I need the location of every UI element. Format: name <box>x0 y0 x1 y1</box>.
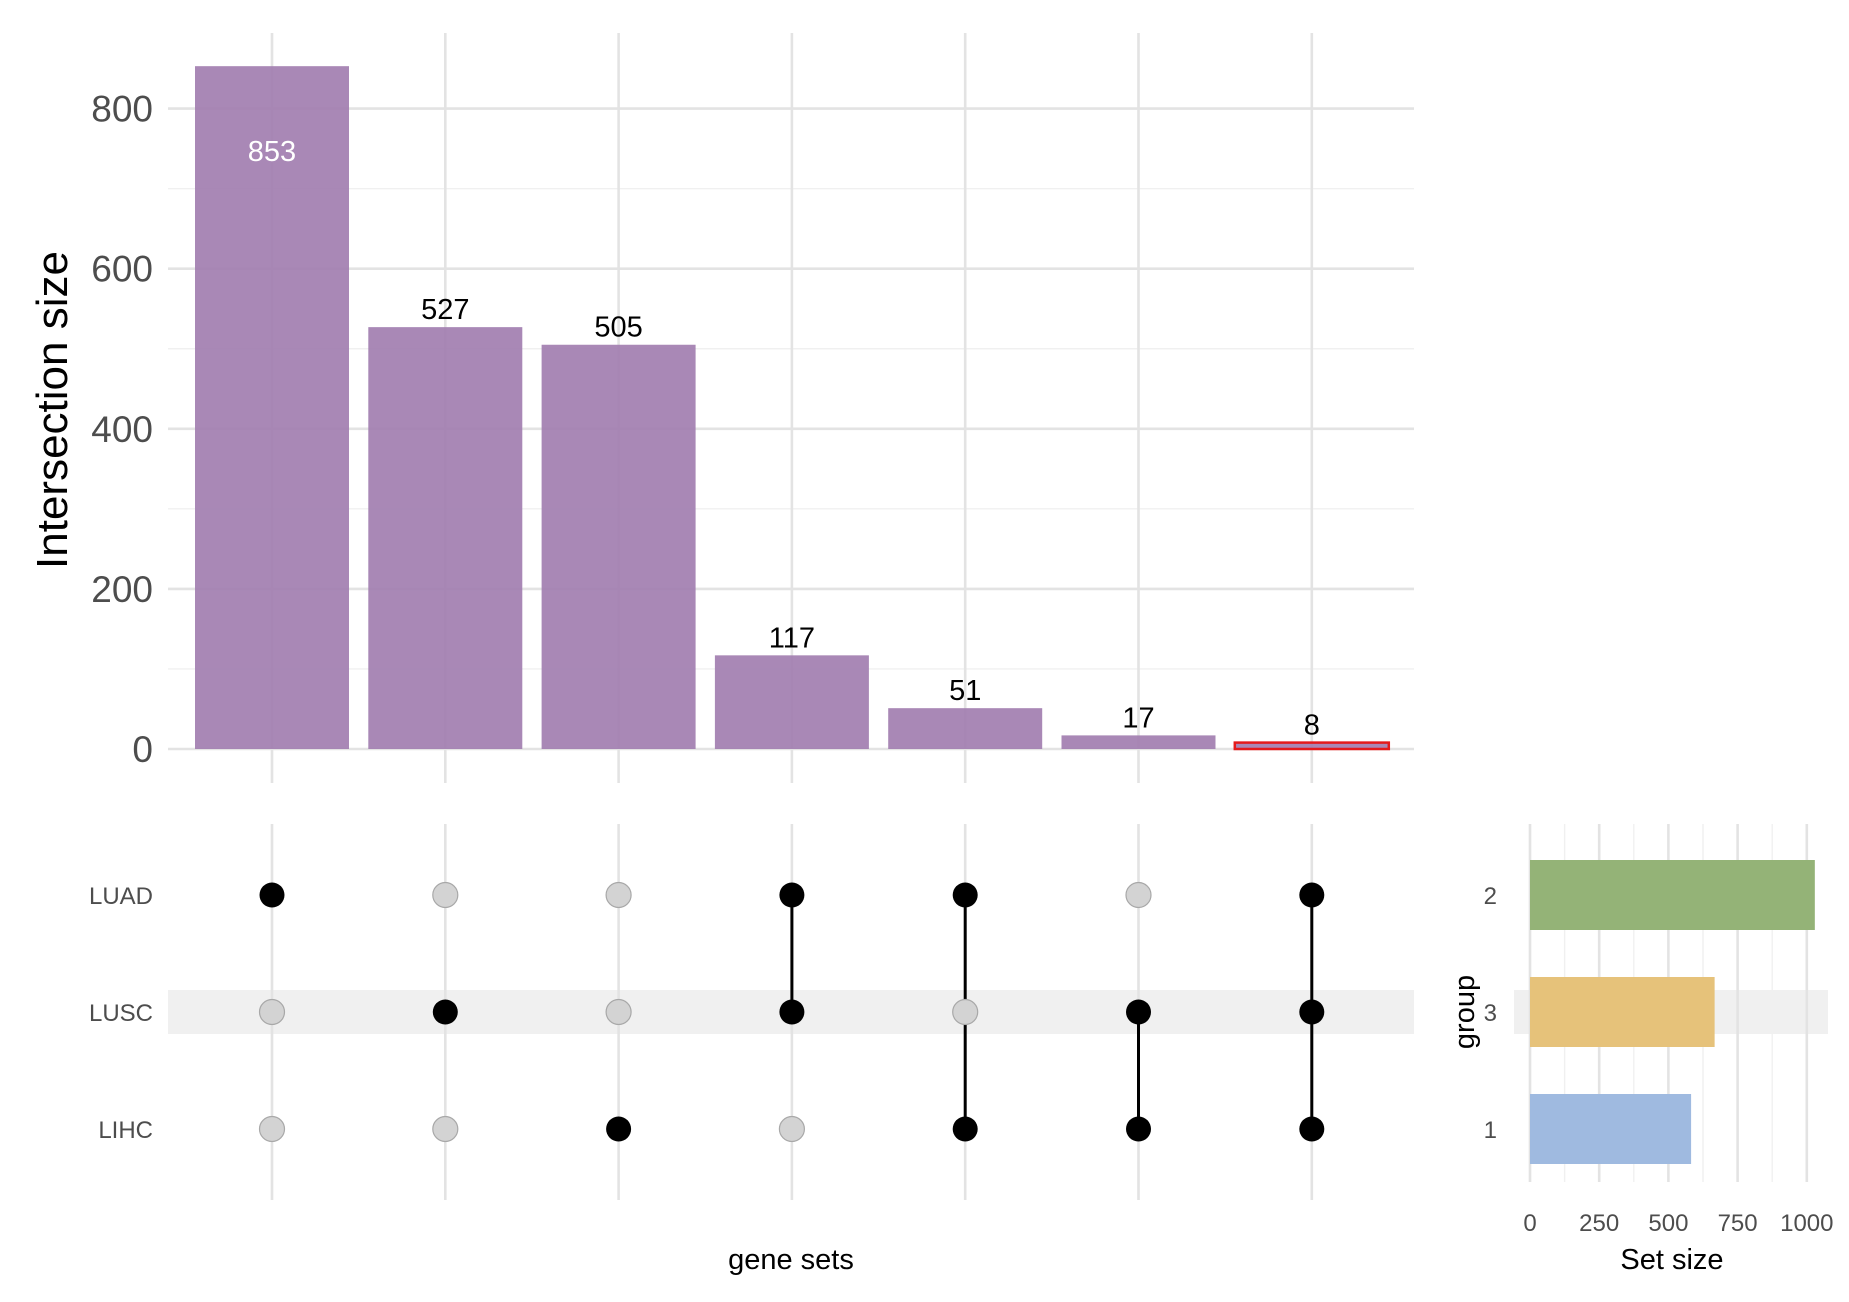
intersection-bars <box>195 66 1391 751</box>
intersection-bar-label: 527 <box>421 294 469 326</box>
set-size-x-tick-label: 1000 <box>1780 1210 1833 1237</box>
matrix-dot-inactive <box>432 1115 459 1143</box>
matrix-dot-inactive <box>778 1115 806 1143</box>
intersection-bar <box>1233 741 1391 751</box>
set-size-x-tick-label: 0 <box>1523 1210 1536 1237</box>
matrix-dot-active <box>432 999 458 1025</box>
set-size-y-axis-title: group <box>1449 975 1481 1049</box>
set-size-bar <box>1530 1094 1692 1164</box>
matrix-dot-active <box>1126 999 1151 1025</box>
matrix-dot-inactive <box>1125 881 1152 909</box>
intersection-bar-label: 17 <box>1122 702 1154 734</box>
set-size-x-ticks: 0 250 500 750 1000 <box>1523 1210 1833 1237</box>
matrix-set-label: LUAD <box>89 883 153 910</box>
set-size-group-labels: 2 3 1 <box>1484 883 1497 1144</box>
intersection-bar-label: 117 <box>769 622 815 654</box>
matrix-dot-active <box>779 999 805 1025</box>
matrix-set-label: LUSC <box>89 1000 153 1027</box>
intersection-y-tick-label: 400 <box>91 409 153 450</box>
intersection-bar <box>1061 735 1216 749</box>
intersection-bar-label: 853 <box>248 136 296 168</box>
intersection-bar-labels: 853 527 505 117 51 17 8 <box>248 136 1320 741</box>
matrix-dot-inactive <box>605 998 632 1026</box>
intersection-bar-label: 505 <box>594 312 642 344</box>
intersection-bar <box>541 344 696 749</box>
matrix-dots <box>258 881 1325 1143</box>
set-size-group-label: 2 <box>1484 883 1497 910</box>
matrix-dot-inactive <box>952 998 979 1026</box>
intersection-y-axis-title: Intersection size <box>28 251 77 569</box>
set-size-bar <box>1530 860 1815 930</box>
intersection-bar-label: 8 <box>1304 710 1320 742</box>
intersection-y-ticks: 0 200 400 600 800 <box>91 89 153 770</box>
intersection-y-tick-label: 0 <box>132 729 153 770</box>
set-size-x-tick-label: 250 <box>1579 1210 1619 1237</box>
matrix-dot-active <box>259 882 285 908</box>
intersection-y-tick-label: 800 <box>91 89 153 130</box>
matrix-x-axis-title: gene sets <box>728 1244 854 1276</box>
matrix-set-labels: LUAD LUSC LIHC <box>89 883 153 1144</box>
matrix-dot-inactive <box>258 998 286 1026</box>
set-size-group-label: 1 <box>1484 1117 1497 1144</box>
intersection-bar <box>195 66 349 749</box>
intersection-bar <box>368 327 523 749</box>
matrix-dot-active <box>1299 1116 1325 1142</box>
set-size-x-tick-label: 500 <box>1648 1210 1688 1237</box>
set-size-x-axis-title: Set size <box>1620 1244 1723 1276</box>
matrix-dot-active <box>952 1116 978 1142</box>
set-size-bars <box>1530 860 1815 1164</box>
matrix-dot-active <box>952 882 978 908</box>
matrix-dot-active <box>1299 999 1325 1025</box>
matrix-dot-inactive <box>258 1115 286 1143</box>
matrix-dot-inactive <box>432 881 459 909</box>
set-size-x-tick-label: 750 <box>1718 1210 1758 1237</box>
set-size-bar <box>1530 977 1715 1047</box>
set-size-group-label: 3 <box>1484 1000 1497 1027</box>
intersection-bar <box>714 655 869 749</box>
matrix-dot-active <box>606 1116 632 1142</box>
intersection-y-tick-label: 200 <box>91 569 153 610</box>
intersection-bar-label: 51 <box>949 675 981 707</box>
intersection-bar <box>888 708 1043 749</box>
matrix-set-label: LIHC <box>98 1117 153 1144</box>
matrix-dot-active <box>779 882 805 908</box>
intersection-y-tick-label: 600 <box>91 249 153 290</box>
matrix-dot-inactive <box>605 881 632 909</box>
matrix-dot-active <box>1299 882 1325 908</box>
matrix-dot-active <box>1126 1116 1151 1142</box>
